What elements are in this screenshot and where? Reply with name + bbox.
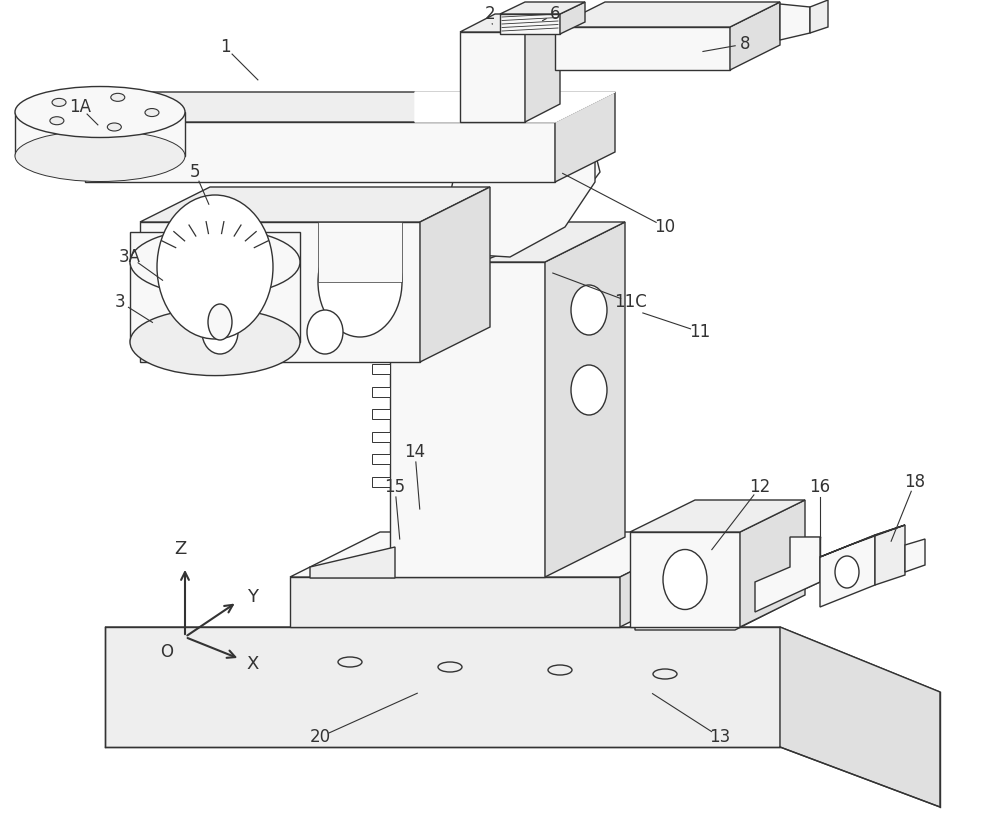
Ellipse shape xyxy=(202,310,238,354)
Polygon shape xyxy=(545,222,625,577)
Polygon shape xyxy=(290,577,620,627)
Polygon shape xyxy=(372,342,390,352)
Ellipse shape xyxy=(438,662,462,672)
Text: 14: 14 xyxy=(404,443,426,461)
Ellipse shape xyxy=(318,227,402,337)
Text: O: O xyxy=(160,643,174,661)
Text: 18: 18 xyxy=(904,473,926,491)
Polygon shape xyxy=(500,14,560,34)
Ellipse shape xyxy=(145,109,159,117)
Text: Y: Y xyxy=(248,588,258,606)
Polygon shape xyxy=(810,0,828,33)
Polygon shape xyxy=(140,222,420,362)
Ellipse shape xyxy=(410,566,430,574)
Polygon shape xyxy=(105,627,780,747)
Polygon shape xyxy=(372,409,390,419)
Text: 13: 13 xyxy=(709,728,731,746)
Polygon shape xyxy=(372,477,390,487)
Ellipse shape xyxy=(130,229,300,296)
Polygon shape xyxy=(460,32,525,122)
Text: 1A: 1A xyxy=(69,98,91,116)
Polygon shape xyxy=(820,525,905,557)
Text: X: X xyxy=(247,655,259,673)
Polygon shape xyxy=(15,112,185,156)
Polygon shape xyxy=(130,232,300,342)
Ellipse shape xyxy=(52,99,66,106)
Text: 2: 2 xyxy=(485,5,495,23)
Text: Z: Z xyxy=(174,540,186,558)
Ellipse shape xyxy=(111,94,125,101)
Text: 11: 11 xyxy=(689,323,711,341)
Polygon shape xyxy=(875,525,905,585)
Polygon shape xyxy=(630,500,805,532)
Ellipse shape xyxy=(157,195,273,339)
Polygon shape xyxy=(85,92,615,122)
Ellipse shape xyxy=(571,365,607,415)
Polygon shape xyxy=(820,535,875,607)
Polygon shape xyxy=(310,547,395,578)
Polygon shape xyxy=(430,102,595,257)
Text: 11C: 11C xyxy=(614,293,646,311)
Polygon shape xyxy=(290,532,710,577)
Polygon shape xyxy=(460,14,560,32)
Polygon shape xyxy=(740,500,805,627)
Ellipse shape xyxy=(307,310,343,354)
Ellipse shape xyxy=(548,665,572,675)
Ellipse shape xyxy=(653,669,677,679)
Ellipse shape xyxy=(15,131,185,182)
Polygon shape xyxy=(780,627,940,807)
Polygon shape xyxy=(415,92,615,122)
Polygon shape xyxy=(85,122,555,182)
Ellipse shape xyxy=(338,657,362,667)
Polygon shape xyxy=(555,27,730,70)
Polygon shape xyxy=(372,455,390,464)
Text: 16: 16 xyxy=(809,478,831,496)
Polygon shape xyxy=(500,2,585,14)
Text: 5: 5 xyxy=(190,163,200,181)
Ellipse shape xyxy=(107,123,121,131)
Text: 10: 10 xyxy=(654,218,676,236)
Text: 1: 1 xyxy=(220,38,230,56)
Text: 3: 3 xyxy=(115,293,125,311)
Ellipse shape xyxy=(208,304,232,340)
Ellipse shape xyxy=(520,556,540,564)
Text: 6: 6 xyxy=(550,5,560,23)
Polygon shape xyxy=(390,222,625,262)
Polygon shape xyxy=(755,537,820,612)
Polygon shape xyxy=(560,2,585,34)
Polygon shape xyxy=(525,14,560,122)
Polygon shape xyxy=(730,2,780,70)
Ellipse shape xyxy=(15,86,185,137)
Polygon shape xyxy=(555,2,780,27)
Text: 8: 8 xyxy=(740,35,750,53)
Polygon shape xyxy=(105,627,940,692)
Polygon shape xyxy=(318,222,402,282)
Text: 15: 15 xyxy=(384,478,406,496)
Polygon shape xyxy=(780,4,810,40)
Ellipse shape xyxy=(50,117,64,125)
Polygon shape xyxy=(630,532,740,627)
Ellipse shape xyxy=(571,285,607,335)
Text: 20: 20 xyxy=(309,728,331,746)
Ellipse shape xyxy=(663,549,707,609)
Text: 12: 12 xyxy=(749,478,771,496)
Polygon shape xyxy=(620,532,710,627)
Text: 3A: 3A xyxy=(119,248,141,266)
Polygon shape xyxy=(372,387,390,397)
Polygon shape xyxy=(372,320,390,330)
Polygon shape xyxy=(372,432,390,442)
Polygon shape xyxy=(372,364,390,375)
Polygon shape xyxy=(420,187,490,362)
Polygon shape xyxy=(390,262,545,577)
Polygon shape xyxy=(372,297,390,307)
Ellipse shape xyxy=(130,308,300,376)
Polygon shape xyxy=(455,112,600,262)
Polygon shape xyxy=(905,539,925,572)
Ellipse shape xyxy=(835,556,859,588)
Polygon shape xyxy=(635,577,800,630)
Polygon shape xyxy=(140,187,490,222)
Polygon shape xyxy=(555,92,615,182)
